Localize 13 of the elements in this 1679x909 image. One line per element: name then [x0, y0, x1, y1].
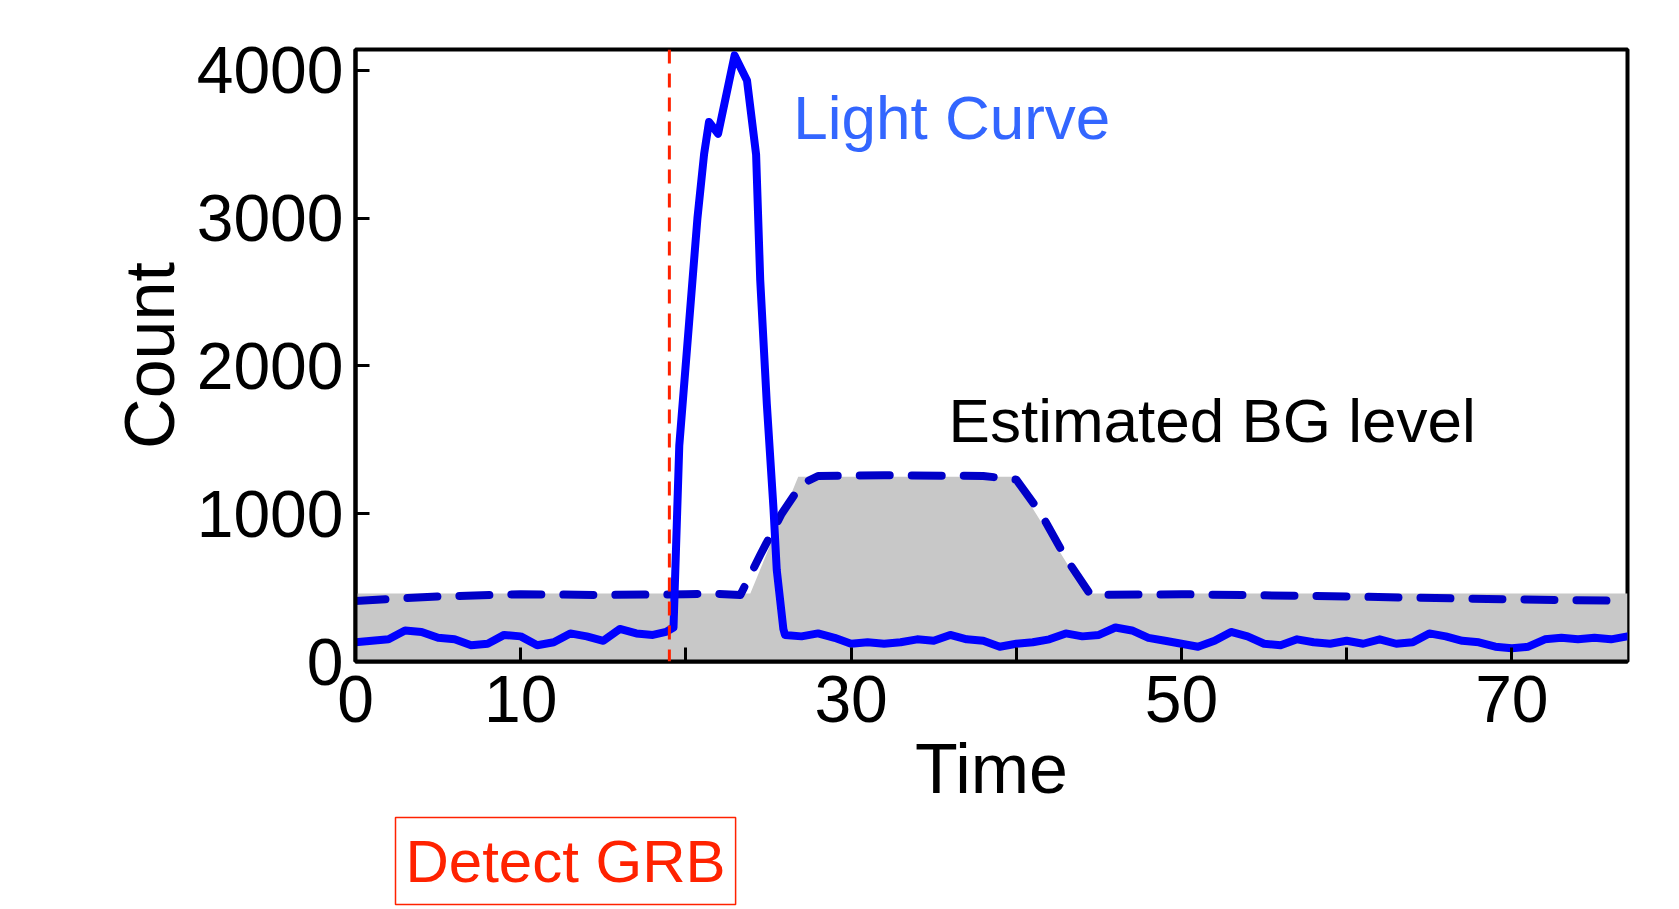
annotation: Estimated BG level	[948, 386, 1476, 456]
x-tick-label: 30	[814, 661, 888, 736]
y-tick-label: 4000	[196, 33, 344, 108]
x-tick-label: 10	[483, 661, 558, 736]
ref-line-label: Detect GRB	[405, 827, 726, 895]
x-tick-label: 50	[1144, 661, 1219, 736]
y-tick-label: 2000	[196, 328, 344, 403]
y-tick-label: 3000	[196, 181, 344, 256]
x-axis-title: Time	[915, 729, 1068, 808]
y-tick-label: 1000	[196, 476, 344, 551]
x-tick-label: 70	[1475, 661, 1549, 736]
annotation: Light Curve	[793, 83, 1111, 152]
y-axis-title: Count	[110, 262, 189, 449]
